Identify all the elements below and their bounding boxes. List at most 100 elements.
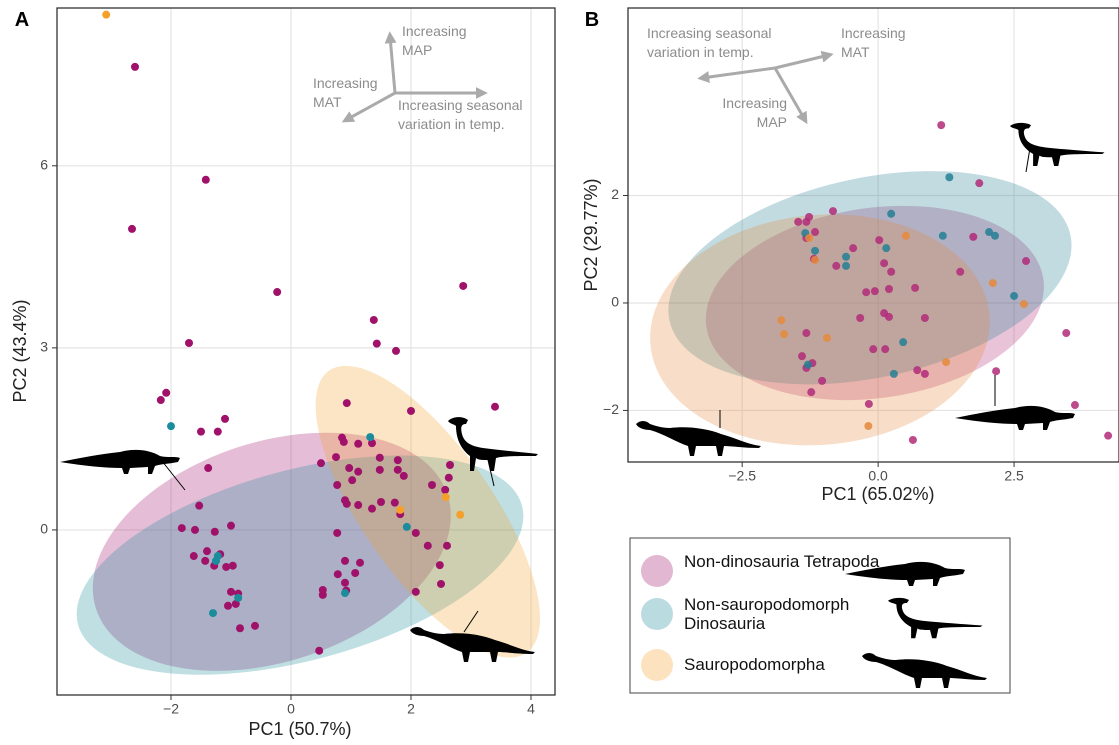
x-tick-label: 4 — [527, 701, 535, 717]
point — [333, 528, 342, 537]
point — [1022, 257, 1031, 266]
point — [315, 646, 324, 655]
point — [937, 121, 946, 130]
point — [221, 414, 229, 423]
point — [842, 252, 851, 261]
point — [201, 556, 210, 565]
point — [333, 481, 342, 490]
point — [213, 427, 222, 436]
point — [803, 360, 812, 369]
point — [348, 476, 357, 485]
point — [354, 467, 363, 476]
point — [342, 399, 351, 408]
y-tick-label: 0 — [40, 521, 48, 537]
panel-label: B — [585, 9, 599, 31]
point — [911, 283, 920, 292]
point — [393, 465, 402, 474]
confidence-ellipse — [668, 171, 1072, 385]
point — [1070, 401, 1079, 410]
annotation: MAP — [402, 42, 432, 58]
point — [317, 459, 325, 468]
point — [889, 369, 898, 378]
point — [818, 376, 827, 385]
y-tick-label: −2 — [603, 401, 619, 417]
point — [339, 437, 348, 446]
point — [128, 224, 136, 233]
point — [435, 561, 444, 570]
point — [908, 435, 917, 444]
point — [969, 232, 978, 241]
y-axis-title: PC2 (29.77%) — [581, 178, 601, 291]
point — [780, 330, 789, 339]
x-tick-label: 0 — [287, 701, 295, 717]
point — [945, 173, 954, 182]
point — [938, 231, 947, 240]
point — [203, 547, 211, 556]
annotation: variation in temp. — [398, 116, 505, 132]
point — [441, 493, 450, 502]
panel-a: −2 0 2 4 0 3 6 A PC1 (50.7%) PC2 (43.4%) Increasin… — [10, 7, 556, 739]
x-axis-title: PC1 (50.7%) — [248, 719, 351, 739]
point — [832, 261, 841, 270]
x-tick-label: 2 — [407, 701, 415, 717]
point — [341, 556, 349, 565]
point — [368, 504, 376, 513]
point — [209, 609, 217, 618]
point — [901, 231, 910, 240]
legend-key — [641, 555, 673, 587]
point — [443, 541, 451, 550]
point — [459, 281, 468, 290]
point — [864, 399, 873, 408]
point — [942, 358, 951, 367]
point — [195, 501, 204, 510]
legend-label: Sauropodomorpha — [684, 655, 825, 674]
point — [797, 352, 806, 361]
point — [332, 453, 340, 462]
point — [884, 312, 893, 321]
y-tick-label: 0 — [611, 294, 619, 310]
point — [377, 498, 385, 507]
annotation: variation in temp. — [647, 44, 754, 60]
point — [162, 388, 171, 397]
point — [849, 244, 858, 253]
annotation: Increasing seasonal — [398, 97, 523, 113]
point — [428, 481, 436, 490]
point — [228, 561, 237, 570]
point — [1062, 329, 1071, 338]
confidence-ellipse — [650, 214, 990, 446]
point — [411, 587, 420, 596]
point — [828, 207, 837, 216]
point — [864, 422, 873, 431]
overlay — [60, 31, 1105, 694]
arrows-a — [341, 31, 488, 123]
point — [411, 528, 420, 537]
panel-label: A — [15, 9, 29, 31]
point — [777, 316, 786, 325]
point — [811, 246, 820, 255]
point — [368, 439, 376, 448]
x-tick-label: 0.0 — [868, 468, 888, 484]
x-tick-label: −2.5 — [728, 468, 756, 484]
point — [985, 228, 994, 237]
point — [210, 527, 219, 536]
point — [399, 471, 408, 480]
y-tick-label: 3 — [40, 339, 48, 355]
point — [185, 339, 193, 348]
point — [393, 456, 402, 465]
annotation: MAT — [841, 44, 870, 60]
point — [880, 259, 889, 268]
point — [390, 498, 399, 507]
point — [354, 501, 363, 510]
point — [881, 345, 890, 354]
point — [992, 367, 1001, 376]
point — [351, 569, 360, 578]
point — [802, 329, 811, 338]
point — [131, 62, 139, 71]
annotation: Increasing — [841, 25, 906, 41]
point — [227, 521, 235, 530]
point — [354, 439, 363, 448]
legend-label: Non-dinosauria Tetrapoda — [684, 552, 880, 571]
point — [341, 578, 349, 587]
point — [369, 315, 378, 324]
